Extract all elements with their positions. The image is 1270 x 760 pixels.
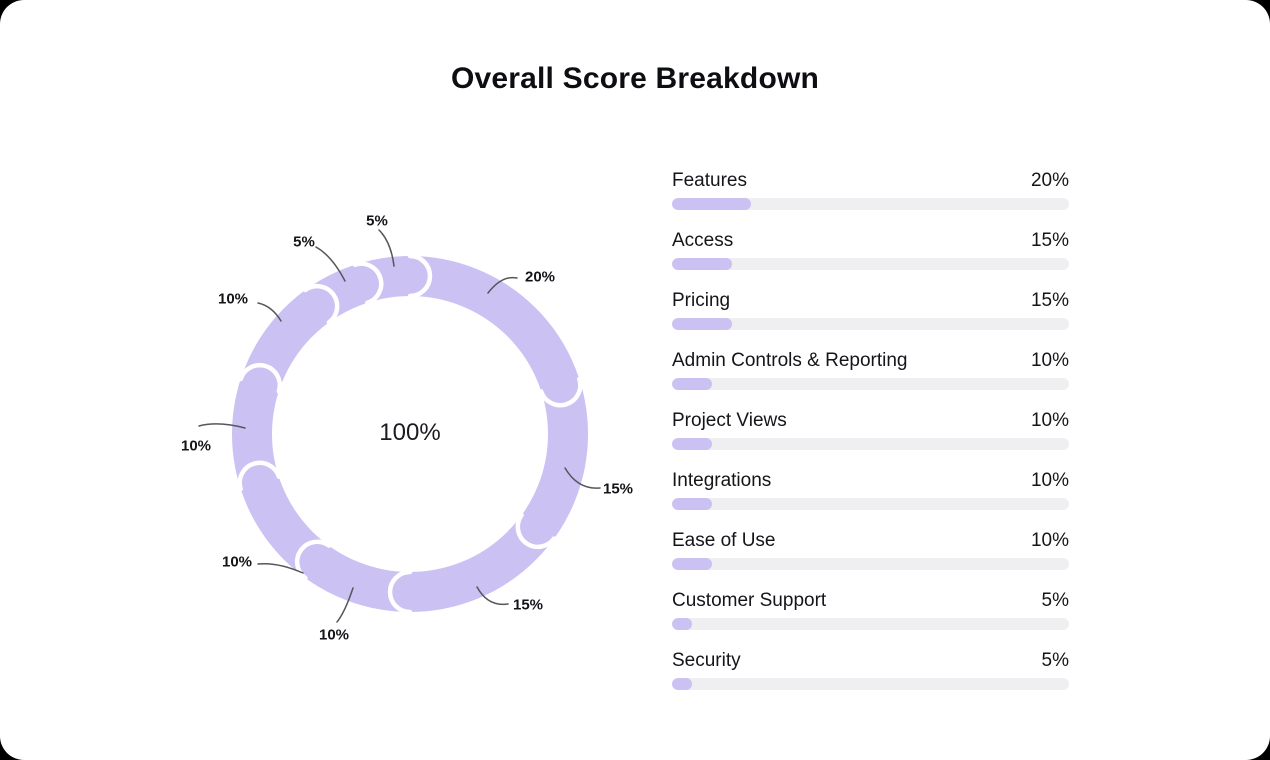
donut-slice-label-access: 15% <box>602 480 634 498</box>
progress-bar-fill <box>672 198 752 210</box>
donut-slice-label-integrations: 10% <box>180 437 212 455</box>
legend-value: 10% <box>1030 350 1069 371</box>
donut-ring <box>232 256 588 612</box>
legend-row-features: Features 20% <box>672 169 1069 210</box>
legend-value: 15% <box>1030 230 1069 251</box>
progress-bar-track <box>672 678 1069 690</box>
progress-bar-fill <box>672 678 692 690</box>
legend-value: 10% <box>1030 410 1069 431</box>
progress-bar-fill <box>672 318 732 330</box>
progress-bar-track <box>672 198 1069 210</box>
legend-label: Pricing <box>672 290 731 311</box>
legend-label: Customer Support <box>672 590 827 611</box>
donut-slice-label-customer-support: 5% <box>293 233 315 251</box>
legend-value: 15% <box>1030 290 1069 311</box>
donut-segment-dividers <box>237 253 583 615</box>
donut-slice-label-ease-of-use: 10% <box>217 290 249 308</box>
legend-row-security: Security 5% <box>672 649 1069 690</box>
progress-bar-fill <box>672 558 712 570</box>
legend-row-integrations: Integrations 10% <box>672 469 1069 510</box>
donut-chart: 20% 15% 15% 10% 10% 10% 10% 5% 5% 100% <box>180 212 634 644</box>
legend-label: Project Views <box>672 410 787 431</box>
legend-row-project-views: Project Views 10% <box>672 409 1069 450</box>
legend-label: Ease of Use <box>672 530 776 551</box>
progress-bar-fill <box>672 618 692 630</box>
page-title: Overall Score Breakdown <box>450 62 820 95</box>
donut-center-total: 100% <box>379 419 441 446</box>
progress-bar-track <box>672 438 1069 450</box>
legend-value: 20% <box>1030 170 1069 191</box>
donut-slice-label-pricing: 15% <box>512 596 544 614</box>
legend-row-ease-of-use: Ease of Use 10% <box>672 529 1069 570</box>
progress-bar-fill <box>672 258 732 270</box>
progress-bar-track <box>672 258 1069 270</box>
legend-value: 5% <box>1041 650 1069 671</box>
legend-label: Integrations <box>672 470 772 491</box>
legend-label: Security <box>672 650 741 671</box>
progress-bar-fill <box>672 378 712 390</box>
legend-value: 10% <box>1030 470 1069 491</box>
progress-bar-track <box>672 318 1069 330</box>
legend-row-pricing: Pricing 15% <box>672 289 1069 330</box>
legend-label: Access <box>672 230 734 251</box>
label-leader-lines <box>198 229 601 623</box>
donut-chart-svg <box>198 229 601 623</box>
score-legend: Features 20% Access 15% Pricing 15% <box>672 169 1069 709</box>
progress-bar-track <box>672 378 1069 390</box>
progress-bar-track <box>672 618 1069 630</box>
legend-row-access: Access 15% <box>672 229 1069 270</box>
legend-value: 5% <box>1041 590 1069 611</box>
legend-value: 10% <box>1030 530 1069 551</box>
progress-bar-fill <box>672 438 712 450</box>
legend-row-admin-controls: Admin Controls & Reporting 10% <box>672 349 1069 390</box>
donut-slice-label-admin-controls: 10% <box>318 626 350 644</box>
donut-slice-label-security: 5% <box>366 212 388 230</box>
legend-row-customer-support: Customer Support 5% <box>672 589 1069 630</box>
donut-slice-label-features: 20% <box>524 268 556 286</box>
progress-bar-track <box>672 558 1069 570</box>
donut-slice-label-project-views: 10% <box>221 553 253 571</box>
legend-label: Features <box>672 170 747 191</box>
progress-bar-track <box>672 498 1069 510</box>
progress-bar-fill <box>672 498 712 510</box>
legend-label: Admin Controls & Reporting <box>672 350 908 371</box>
